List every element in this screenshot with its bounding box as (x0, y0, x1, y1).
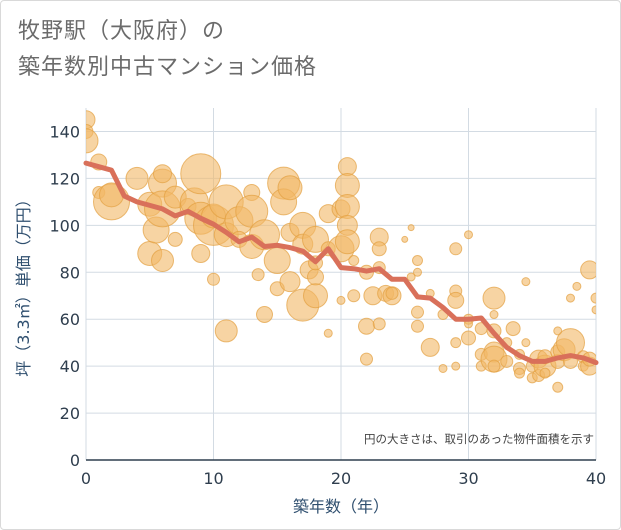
data-point (207, 272, 220, 286)
data-point (539, 367, 551, 379)
data-point (372, 317, 386, 331)
data-point (307, 268, 324, 286)
data-point (461, 330, 476, 346)
data-point (566, 293, 575, 303)
data-point (438, 363, 448, 373)
title-line-2: 築年数別中古マンション価格 (18, 55, 318, 80)
y-tick-labels: 0 20 40 60 80 100 120 140 (49, 122, 80, 470)
data-point (358, 317, 375, 335)
data-point (191, 243, 211, 263)
data-point (572, 281, 582, 291)
data-point (451, 361, 461, 371)
data-point (86, 128, 99, 154)
data-point (505, 321, 521, 337)
x-axis-title: 築年数（年） (293, 497, 389, 516)
data-point (411, 305, 424, 319)
x-tick-label: 10 (203, 469, 223, 488)
x-tick-labels: 0 10 20 30 40 (81, 469, 606, 488)
data-point (449, 242, 463, 256)
data-point (464, 230, 473, 240)
data-point (153, 164, 172, 184)
data-point (385, 286, 399, 300)
data-point (323, 328, 333, 338)
data-point (348, 255, 360, 267)
data-point (447, 291, 465, 309)
size-note: 円の大きさは、取引のあった物件面積を示す (364, 432, 594, 446)
y-tick-label: 20 (60, 404, 80, 423)
data-point (489, 310, 499, 320)
data-point (406, 272, 416, 282)
data-point (411, 319, 424, 333)
chart-title: 牧野駅（大阪府）の 築年数別中古マンション価格 (18, 14, 317, 86)
title-line-1: 牧野駅（大阪府）の (18, 19, 226, 44)
data-point (407, 224, 415, 232)
data-point (167, 231, 183, 247)
y-axis-title: 坪（3.3㎡）単価（万円） (14, 191, 33, 376)
data-point (86, 110, 96, 130)
data-point (412, 255, 423, 267)
x-tick-label: 30 (458, 469, 478, 488)
bubble-layer (86, 110, 596, 393)
trend-line (83, 160, 599, 366)
data-point (251, 268, 265, 282)
data-point (360, 352, 373, 366)
data-point (303, 283, 328, 309)
y-tick-label: 100 (49, 216, 80, 235)
y-tick-label: 0 (70, 451, 80, 470)
data-point (413, 267, 422, 277)
data-point (151, 249, 174, 273)
data-point (401, 235, 409, 243)
data-point (214, 319, 238, 343)
data-point (279, 271, 301, 293)
data-point (500, 354, 514, 368)
data-point (256, 306, 273, 324)
data-point (371, 241, 387, 257)
data-point (482, 286, 506, 310)
y-tick-label: 140 (49, 122, 80, 141)
data-point (420, 337, 440, 357)
x-tick-label: 20 (331, 469, 351, 488)
data-point (347, 289, 361, 303)
data-point (180, 153, 222, 195)
data-point (334, 229, 360, 255)
data-point (521, 338, 531, 348)
data-point (552, 381, 564, 393)
data-point (553, 326, 563, 336)
data-point (590, 292, 596, 304)
grid-lines (85, 108, 597, 460)
x-tick-label: 0 (81, 469, 91, 488)
data-point (450, 337, 462, 349)
data-point (514, 367, 525, 379)
data-point (334, 172, 360, 198)
y-tick-label: 120 (49, 169, 80, 188)
data-point (263, 247, 291, 275)
data-point (336, 295, 346, 305)
data-point (580, 260, 596, 280)
data-point (521, 277, 531, 287)
data-point (591, 305, 596, 315)
data-point (487, 359, 501, 373)
y-tick-label: 60 (60, 310, 80, 329)
y-tick-label: 80 (60, 263, 80, 282)
y-tick-label: 40 (60, 357, 80, 376)
data-point (277, 175, 303, 201)
x-tick-label: 40 (586, 469, 606, 488)
data-point (125, 166, 149, 190)
